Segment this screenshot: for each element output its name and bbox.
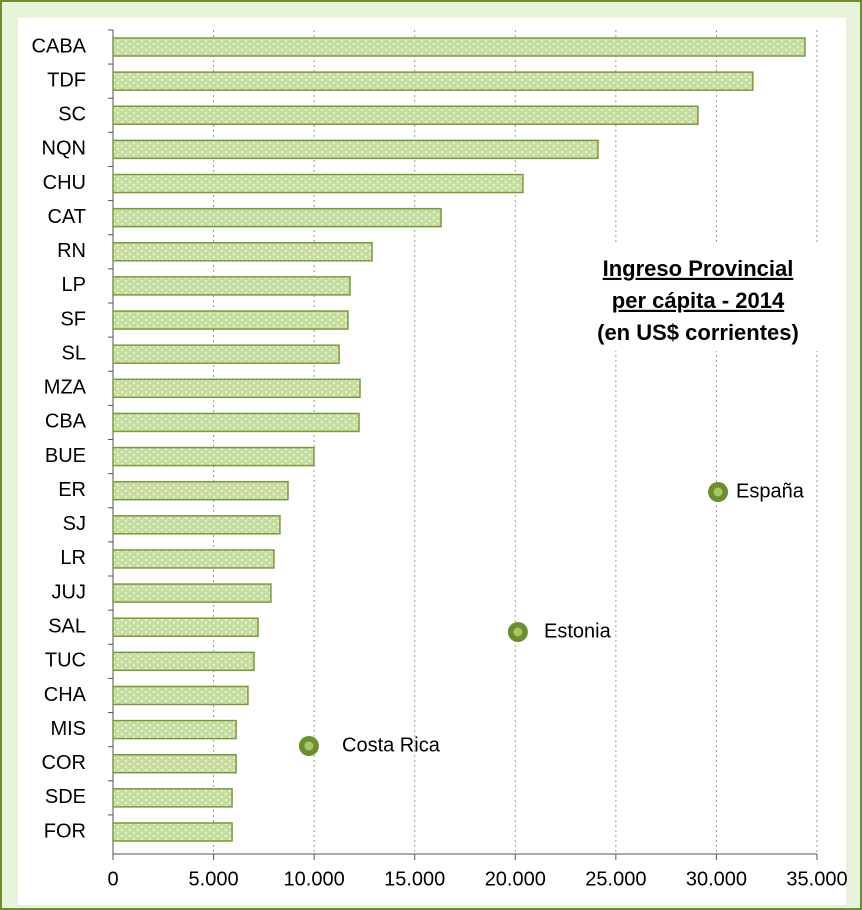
bar [112, 344, 340, 364]
bar [112, 207, 442, 228]
bar [112, 753, 237, 774]
point-highlight [304, 741, 314, 751]
y-tick-label: FOR [44, 820, 86, 842]
y-tick-label: LP [62, 274, 86, 296]
title-background [548, 245, 842, 351]
y-tick-label: CHU [43, 172, 86, 194]
bar [112, 276, 351, 296]
point-label: Estonia [544, 620, 612, 642]
x-tick-label: 0 [107, 868, 118, 890]
y-tick-label: RN [57, 240, 86, 262]
chart-title: per cápita - 2014 [612, 288, 785, 313]
bar [112, 719, 237, 740]
bar [112, 583, 272, 603]
y-tick-label: CBA [45, 411, 87, 433]
point-highlight [713, 487, 723, 497]
bar [112, 105, 699, 126]
y-tick-label: SC [58, 104, 86, 126]
y-tick-label: SDE [45, 786, 86, 808]
y-tick-label: CAT [47, 206, 86, 228]
y-tick-label: TUC [45, 650, 86, 672]
x-tick-label: 20.000 [485, 868, 546, 890]
bar [112, 617, 259, 637]
bar [112, 651, 255, 672]
point-label: España [736, 480, 805, 502]
y-tick-label: SF [60, 308, 86, 330]
x-tick-label: 25.000 [585, 868, 646, 890]
bar [112, 822, 233, 842]
point-label: Costa Rica [342, 734, 441, 756]
y-tick-label: NQN [42, 138, 86, 160]
bar [112, 139, 599, 160]
bar [112, 480, 289, 501]
x-tick-label: 15.000 [384, 868, 445, 890]
y-tick-label: SL [62, 342, 86, 364]
bar [112, 685, 249, 706]
y-tick-label: BUE [45, 445, 86, 467]
bar [112, 515, 281, 535]
y-tick-label: LR [60, 547, 86, 569]
bar [112, 378, 361, 399]
point-highlight [513, 627, 523, 637]
y-tick-label: JUJ [52, 581, 86, 603]
bar [112, 310, 349, 330]
x-tick-label: 10.000 [284, 868, 345, 890]
bar [112, 788, 233, 808]
y-tick-label: CABA [32, 35, 87, 57]
x-tick-label: 30.000 [686, 868, 747, 890]
y-tick-label: ER [58, 479, 86, 501]
y-tick-label: CHA [44, 684, 87, 706]
x-tick-label: 35.000 [786, 868, 847, 890]
bar [112, 242, 373, 262]
chart-title: Ingreso Provincial [603, 256, 794, 281]
y-tick-label: MIS [50, 718, 86, 740]
bar [112, 71, 754, 91]
bar [112, 549, 275, 569]
y-tick-label: SAL [48, 615, 86, 637]
chart-title: (en US$ corrientes) [597, 320, 799, 345]
y-tick-label: TDF [47, 69, 86, 91]
bar [112, 412, 360, 433]
x-tick-label: 5.000 [189, 868, 239, 890]
bar [112, 173, 524, 194]
y-tick-label: COR [42, 752, 86, 774]
y-tick-label: SJ [63, 513, 86, 535]
bar [112, 37, 806, 57]
y-tick-label: MZA [44, 377, 87, 399]
bar [112, 446, 315, 467]
